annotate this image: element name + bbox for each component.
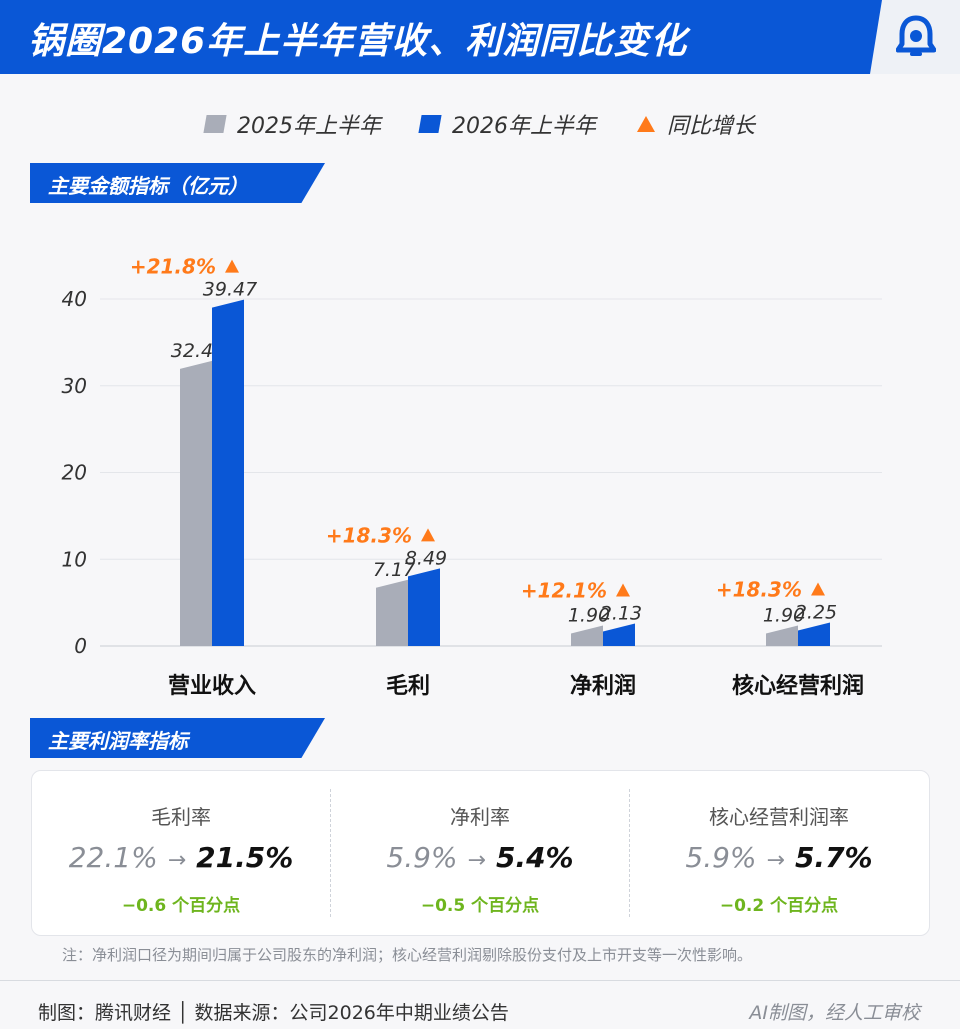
arrow-right-icon: →	[467, 848, 486, 873]
bar-2026	[798, 622, 830, 646]
metric-change: −0.6 个百分点	[121, 896, 241, 916]
metric-new-value: 5.4%	[495, 841, 574, 874]
section-title: 主要利润率指标	[48, 729, 188, 753]
data-label: 8.49	[405, 547, 447, 569]
data-label: 39.47	[203, 279, 257, 301]
metric-old-value: 22.1%	[68, 841, 158, 874]
bar-2026	[408, 568, 440, 646]
triangle-up-icon	[637, 116, 655, 132]
section-header-rates: 主要利润率指标	[30, 718, 325, 758]
y-tick-label: 20	[62, 461, 87, 485]
metric-values: 5.9% → 5.4%	[331, 841, 629, 874]
triangle-up-icon	[616, 583, 630, 597]
data-label: 32.40	[171, 340, 225, 362]
metric-label: 核心经营利润率	[709, 805, 849, 829]
metric-gross-margin: 毛利率 22.1% → 21.5% −0.6 个百分点	[32, 771, 330, 935]
metric-net-margin: 净利率 5.9% → 5.4% −0.5 个百分点	[331, 771, 629, 935]
arrow-right-icon: →	[167, 848, 187, 873]
y-tick-label: 0	[74, 634, 87, 658]
title-bar: 锅圈2026年上半年营收、利润同比变化	[0, 0, 960, 74]
bar-2025	[571, 625, 603, 646]
data-label: 2.25	[795, 601, 837, 623]
footnote: 注：净利润口径为期间归属于公司股东的净利润；核心经营利润剔除股份支付及上市开支等…	[62, 946, 753, 964]
y-tick-label: 40	[62, 287, 87, 311]
arrow-right-icon: →	[766, 848, 785, 873]
growth-label: +12.1%	[521, 579, 607, 603]
y-tick-label: 30	[62, 374, 87, 398]
metric-core-margin: 核心经营利润率 5.9% → 5.7% −0.2 个百分点	[630, 771, 928, 935]
legend-item-growth: 同比增长	[637, 108, 755, 140]
bar-2025	[766, 625, 798, 646]
y-tick-label: 10	[62, 547, 87, 571]
bar-2025	[376, 579, 408, 646]
legend-item-2025: 2025年上半年	[203, 108, 381, 140]
divider	[330, 789, 331, 917]
metric-label: 毛利率	[151, 805, 211, 829]
metric-values: 22.1% → 21.5%	[32, 841, 330, 874]
footer-ai-note: AI制图，经人工审校	[749, 1002, 920, 1024]
bar-2025	[180, 360, 212, 646]
legend-label: 同比增长	[667, 114, 756, 139]
margin-metrics-card: 毛利率 22.1% → 21.5% −0.6 个百分点 净利率 5.9% → 5.4% …	[31, 770, 930, 936]
x-category-label: 核心经营利润	[732, 673, 864, 699]
x-category-label: 净利润	[570, 673, 636, 699]
metric-label: 净利率	[450, 805, 510, 829]
data-label: 2.13	[600, 603, 642, 625]
section-title: 主要金额指标（亿元）	[48, 174, 248, 198]
metric-change: −0.2 个百分点	[719, 896, 839, 916]
divider	[629, 789, 630, 917]
data-label: 1.90	[763, 605, 805, 627]
bell-logo-icon	[896, 15, 936, 56]
metric-old-value: 5.9%	[386, 841, 458, 874]
metric-change: −0.5 个百分点	[420, 896, 540, 916]
triangle-up-icon	[421, 528, 435, 542]
metric-values: 5.9% → 5.7%	[630, 841, 928, 874]
chart-legend: 2025年上半年 2026年上半年 同比增长	[0, 108, 960, 144]
legend-swatch-gray	[203, 115, 227, 133]
footer-credit: 制图：腾讯财经 │ 数据来源：公司2026年中期业绩公告	[38, 1002, 509, 1024]
metric-old-value: 5.9%	[685, 841, 757, 874]
logo-badge	[870, 0, 960, 74]
x-category-label: 毛利	[386, 674, 430, 699]
legend-label: 2025年上半年	[237, 114, 381, 139]
triangle-up-icon	[225, 259, 239, 273]
bar-chart: 01020304032.4039.47+21.8%营业收入7.178.49+18…	[62, 255, 882, 699]
page-title: 锅圈2026年上半年营收、利润同比变化	[28, 21, 688, 62]
bar-2026	[212, 299, 244, 646]
section-header-amounts: 主要金额指标（亿元）	[30, 163, 325, 203]
growth-label: +18.3%	[326, 523, 412, 547]
growth-label: +18.3%	[716, 577, 802, 601]
metric-new-value: 21.5%	[196, 841, 294, 874]
legend-label: 2026年上半年	[452, 114, 596, 139]
metric-new-value: 5.7%	[794, 841, 873, 874]
data-label: 1.90	[568, 605, 610, 627]
growth-label: +21.8%	[130, 255, 216, 279]
legend-item-2026: 2026年上半年	[418, 108, 596, 140]
data-label: 7.17	[373, 559, 415, 581]
x-category-label: 营业收入	[168, 673, 256, 699]
bar-2026	[603, 623, 635, 646]
triangle-up-icon	[811, 582, 825, 596]
legend-swatch-blue	[418, 115, 442, 133]
footer-divider	[0, 980, 960, 981]
